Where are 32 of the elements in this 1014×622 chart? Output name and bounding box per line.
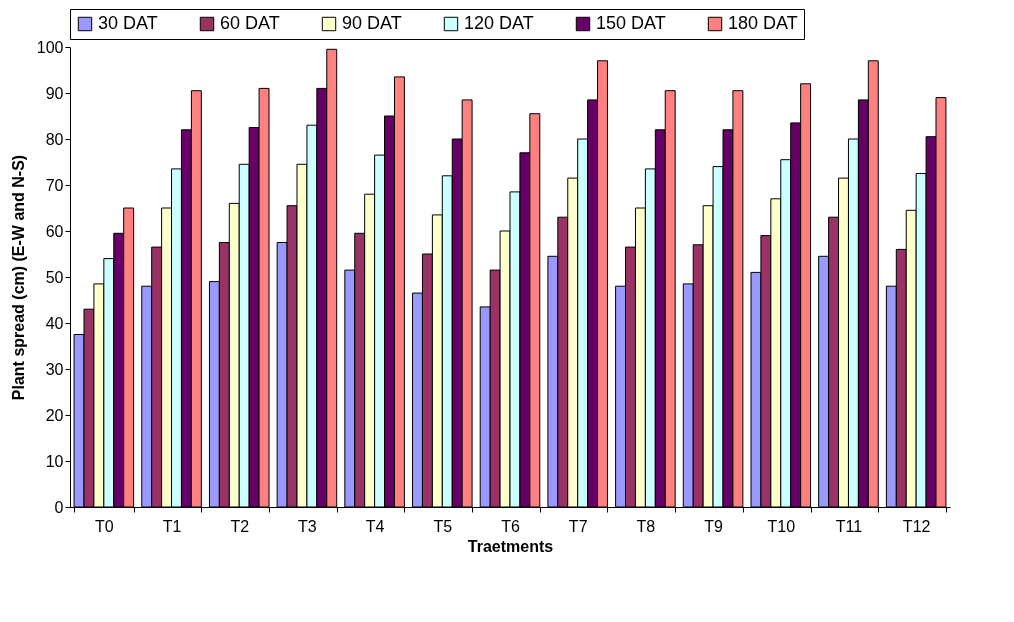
legend-label: 60 DAT [220, 13, 280, 33]
y-tick-label: 80 [45, 130, 64, 148]
x-tick-label: T11 [835, 517, 863, 535]
x-tick-label: T5 [433, 517, 453, 535]
y-tick-label: 40 [45, 314, 64, 332]
y-tick-label: 50 [45, 268, 64, 286]
x-tick-label: T7 [568, 517, 588, 535]
x-axis-title: Traetments [467, 537, 554, 555]
y-tick-label: 90 [45, 84, 64, 102]
x-tick-label: T1 [162, 517, 182, 535]
y-tick-label: 0 [54, 498, 64, 516]
y-tick-label: 70 [45, 176, 64, 194]
y-axis-title: Plant spread (cm) (E-W and N-S) [9, 154, 27, 401]
y-tick-label: 30 [45, 360, 64, 378]
x-tick-label: T0 [95, 517, 114, 535]
x-tick-label: T2 [230, 517, 250, 535]
y-tick-label: 60 [45, 222, 64, 240]
x-tick-label: T9 [704, 517, 724, 535]
x-tick-label: T6 [501, 517, 520, 535]
x-tick-label: T12 [902, 517, 931, 535]
y-tick-label: 100 [36, 38, 64, 56]
y-tick-label: 10 [45, 452, 64, 470]
legend-label: 90 DAT [342, 13, 402, 33]
x-tick-label: T10 [767, 517, 796, 535]
legend-label: 30 DAT [98, 13, 158, 33]
x-tick-label: T4 [365, 517, 385, 535]
legend-label: 150 DAT [596, 13, 666, 33]
y-tick-label: 20 [45, 406, 64, 424]
x-tick-label: T8 [636, 517, 656, 535]
legend-label: 180 DAT [728, 13, 798, 33]
x-tick-label: T3 [298, 517, 317, 535]
legend-label: 120 DAT [464, 13, 534, 33]
